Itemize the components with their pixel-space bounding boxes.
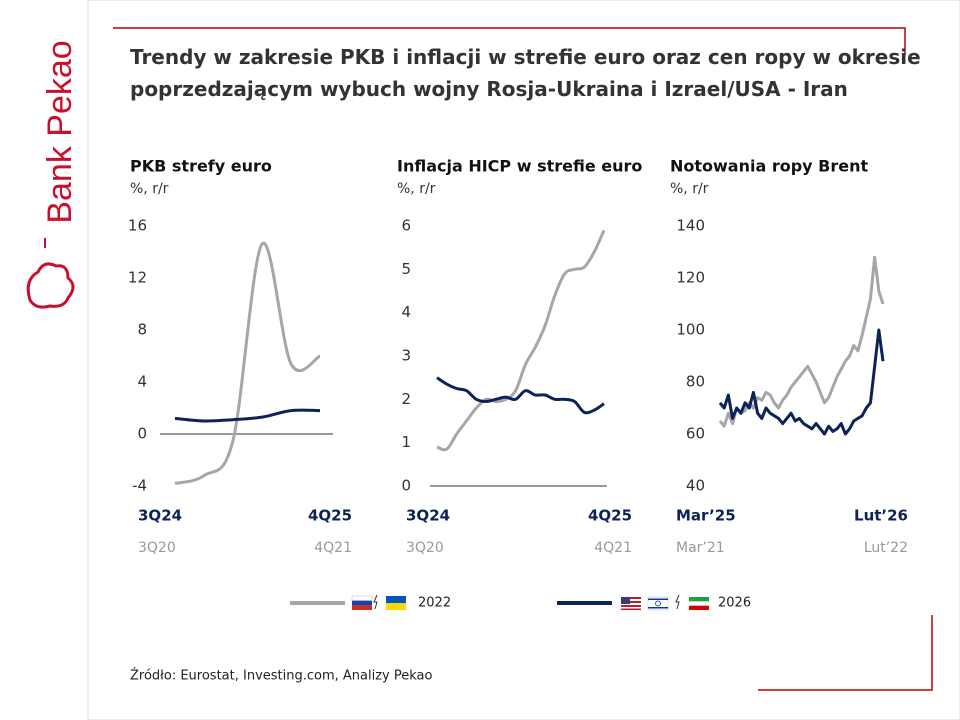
y-tick-label: 80 xyxy=(686,373,705,391)
x-tick-label-secondary: Lut’22 xyxy=(864,540,908,556)
legend-flags-2022 xyxy=(351,594,406,610)
x-tick-label: Mar’25 xyxy=(676,507,736,525)
y-tick-label: 6 xyxy=(401,217,411,235)
y-tick-label: 0 xyxy=(137,425,147,443)
series-line xyxy=(436,376,605,415)
x-tick-label: 3Q24 xyxy=(138,507,182,525)
title-line: Trendy w zakresie PKB i inflacji w stref… xyxy=(130,45,921,69)
chart-subtitle: %, r/r xyxy=(130,181,169,197)
chart-subtitle: %, r/r xyxy=(397,181,436,197)
slide-title: Trendy w zakresie PKB i inflacji w stref… xyxy=(130,45,921,101)
chart-title: PKB strefy euro xyxy=(130,157,272,176)
chart-title: Inflacja HICP w strefie euro xyxy=(397,157,642,176)
title-line: poprzedzającym wybuch wojny Rosja-Ukrain… xyxy=(130,77,848,101)
y-tick-label: 8 xyxy=(137,321,147,339)
chart-subtitle: %, r/r xyxy=(670,181,709,197)
y-tick-label: 5 xyxy=(401,260,411,278)
frame-bottom xyxy=(758,615,933,691)
logo-icon xyxy=(26,262,75,309)
logo-band xyxy=(0,0,88,720)
y-tick-label: 4 xyxy=(401,303,411,321)
frame-top xyxy=(113,27,906,55)
y-tick-label: 1 xyxy=(401,433,411,451)
x-tick-label: 4Q25 xyxy=(308,507,352,525)
source: Źródło: Eurostat, Investing.com, Analizy… xyxy=(130,668,433,684)
y-tick-label: 0 xyxy=(401,477,411,495)
y-tick-label: 140 xyxy=(676,217,705,235)
x-tick-label-secondary: 4Q21 xyxy=(314,540,352,556)
x-tick-label: Lut’26 xyxy=(854,507,908,525)
y-tick-label: 120 xyxy=(676,269,705,287)
y-tick-label: 12 xyxy=(128,269,147,287)
series-line xyxy=(174,241,321,485)
x-tick-label-secondary: 3Q20 xyxy=(406,540,444,556)
y-tick-label: 2 xyxy=(401,390,411,408)
x-tick-label-secondary: Mar’21 xyxy=(676,540,725,556)
y-tick-label: 4 xyxy=(137,373,147,391)
y-tick-label: 100 xyxy=(676,321,705,339)
y-tick-label: 60 xyxy=(686,425,705,443)
y-tick-label: 16 xyxy=(128,217,147,235)
legend-flags-2026 xyxy=(621,594,709,611)
series-line xyxy=(436,229,606,452)
legend-label: 2022 xyxy=(418,596,451,611)
y-tick-label: 3 xyxy=(401,347,411,365)
legend-label: 2026 xyxy=(718,596,751,611)
x-tick-label-secondary: 4Q21 xyxy=(594,540,632,556)
logo-text: Bank Pekao xyxy=(41,40,79,223)
x-tick-label-secondary: 3Q20 xyxy=(138,540,176,556)
x-tick-label: 4Q25 xyxy=(588,507,632,525)
x-tick-label: 3Q24 xyxy=(406,507,450,525)
chart-title: Notowania ropy Brent xyxy=(670,157,869,176)
series-line xyxy=(174,408,321,423)
y-tick-label: -4 xyxy=(132,477,147,495)
y-tick-label: 40 xyxy=(686,477,705,495)
series-line xyxy=(718,328,885,436)
card xyxy=(87,0,960,720)
